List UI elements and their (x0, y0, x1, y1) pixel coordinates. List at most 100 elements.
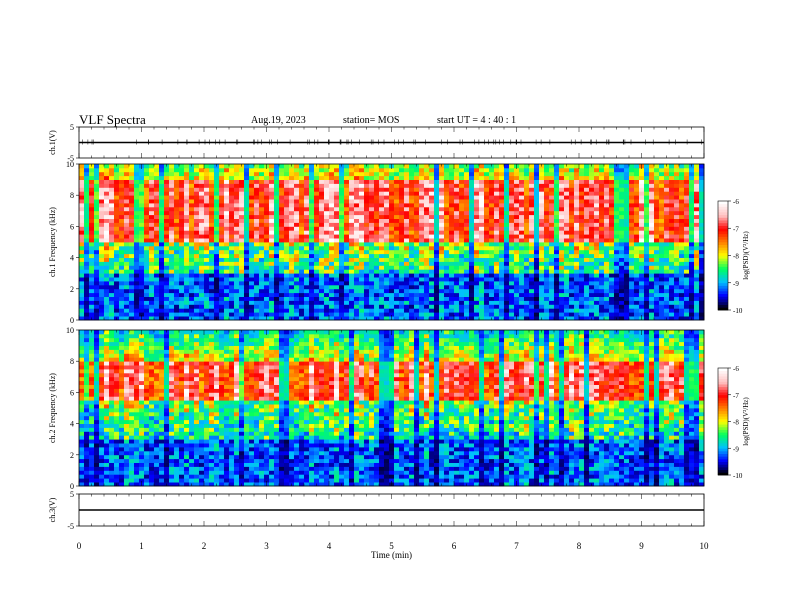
spectrogram-cell (429, 292, 435, 297)
spectrogram-cell (79, 203, 85, 208)
spectrogram-cell (119, 288, 125, 294)
spectrogram-cell (369, 234, 375, 239)
spectrogram-cell (259, 253, 265, 258)
spectrogram-cell (444, 265, 450, 270)
spectrogram-cell (399, 234, 405, 239)
spectrogram-cell (494, 191, 500, 196)
spectrogram-cell (439, 292, 445, 297)
spectrogram-cell (354, 199, 360, 204)
spectrogram-cell (469, 316, 475, 321)
spectrogram-cell (129, 203, 135, 208)
spectrogram-cell (239, 195, 245, 200)
spectrogram-cell (574, 171, 580, 177)
spectrogram-cell (169, 288, 175, 294)
spectrogram-cell (349, 230, 355, 235)
spectrogram-cell (109, 242, 115, 247)
spectrogram-cell (89, 300, 95, 305)
spectrogram-cell (389, 218, 395, 223)
spectrogram-cell (309, 277, 315, 282)
spectrogram-cell (579, 179, 585, 184)
spectrogram-cell (274, 230, 280, 235)
spectrogram-cell (379, 175, 385, 180)
spectrogram-cell (154, 195, 160, 200)
spectrogram-cell (644, 304, 650, 309)
spectrogram-cell (669, 242, 675, 247)
spectrogram-cell (214, 238, 220, 243)
spectrogram-cell (259, 222, 265, 227)
spectrogram-cell (204, 292, 210, 297)
spectrogram-cell (404, 175, 410, 180)
spectrogram-cell (449, 292, 455, 297)
spectrogram-cell (454, 308, 460, 313)
spectrogram-cell (194, 269, 200, 274)
spectrogram-cell (179, 269, 185, 274)
spectrogram-cell (674, 230, 680, 235)
spectrogram-cell (584, 249, 590, 255)
spectrogram-cell (579, 300, 585, 305)
spectrogram-cell (99, 265, 105, 270)
spectrogram-cell (264, 234, 270, 239)
spectrogram-cell (224, 300, 230, 305)
spectrogram-cell (119, 164, 125, 169)
spectrogram-cell (599, 257, 605, 262)
spectrogram-cell (514, 304, 520, 309)
spectrogram-cell (499, 203, 505, 208)
spectrogram-cell (404, 210, 410, 216)
spectrogram-cell (119, 292, 125, 297)
spectrogram-cell (639, 269, 645, 274)
spectrogram-cell (444, 253, 450, 258)
spectrogram-cell (649, 183, 655, 188)
spectrogram-cell (189, 284, 195, 290)
spectrogram-cell (484, 222, 490, 227)
spectrogram-cell (289, 281, 295, 286)
spectrogram-cell (499, 300, 505, 305)
spectrogram-cell (474, 308, 480, 313)
spectrogram-cell (339, 234, 345, 239)
spectrogram-cell (624, 175, 630, 180)
spectrogram-cell (79, 273, 85, 278)
spectrogram-cell (574, 269, 580, 274)
spectrogram-cell (584, 265, 590, 270)
spectrogram-cell (204, 273, 210, 278)
spectrogram-cell (619, 304, 625, 309)
spectrogram-cell (154, 296, 160, 301)
spectrogram-cell (509, 222, 515, 227)
spectrogram-cell (649, 269, 655, 274)
spectrogram-cell (354, 281, 360, 286)
spectrogram-cell (559, 199, 565, 204)
spectrogram-cell (599, 175, 605, 180)
spectrogram-cell (249, 187, 255, 192)
spectrogram-cell (654, 210, 660, 216)
spectrogram-cell (409, 226, 415, 231)
spectrogram-cell (594, 214, 600, 219)
spectrogram-cell (279, 300, 285, 305)
spectrogram-cell (529, 171, 535, 177)
spectrogram-cell (449, 167, 455, 173)
spectrogram-cell (339, 195, 345, 200)
spectrogram-cell (214, 171, 220, 177)
spectrogram-cell (114, 300, 120, 305)
spectrogram-cell (214, 300, 220, 305)
spectrogram-cell (139, 183, 145, 188)
spectrogram-cell (214, 245, 220, 251)
spectrogram-cell (109, 304, 115, 309)
spectrogram-cell (379, 277, 385, 282)
spectrogram-cell (389, 253, 395, 258)
spectrogram-cell (89, 191, 95, 196)
spectrogram-cell (259, 167, 265, 173)
spectrogram-cell (179, 281, 185, 286)
spectrogram-cell (259, 312, 265, 317)
spectrogram-cell (664, 191, 670, 196)
spectrogram-cell (79, 308, 85, 313)
spectrogram-cell (499, 304, 505, 309)
spectrogram-cell (209, 292, 215, 297)
spectrogram-cell (499, 284, 505, 290)
spectrogram-cell (524, 206, 530, 212)
spectrogram-cell (634, 230, 640, 235)
spectrogram-cell (304, 164, 310, 169)
spectrogram-cell (664, 222, 670, 227)
spectrogram-cell (629, 284, 635, 290)
spectrogram-cell (134, 284, 140, 290)
spectrogram-cell (659, 300, 665, 305)
spectrogram-cell (409, 175, 415, 180)
